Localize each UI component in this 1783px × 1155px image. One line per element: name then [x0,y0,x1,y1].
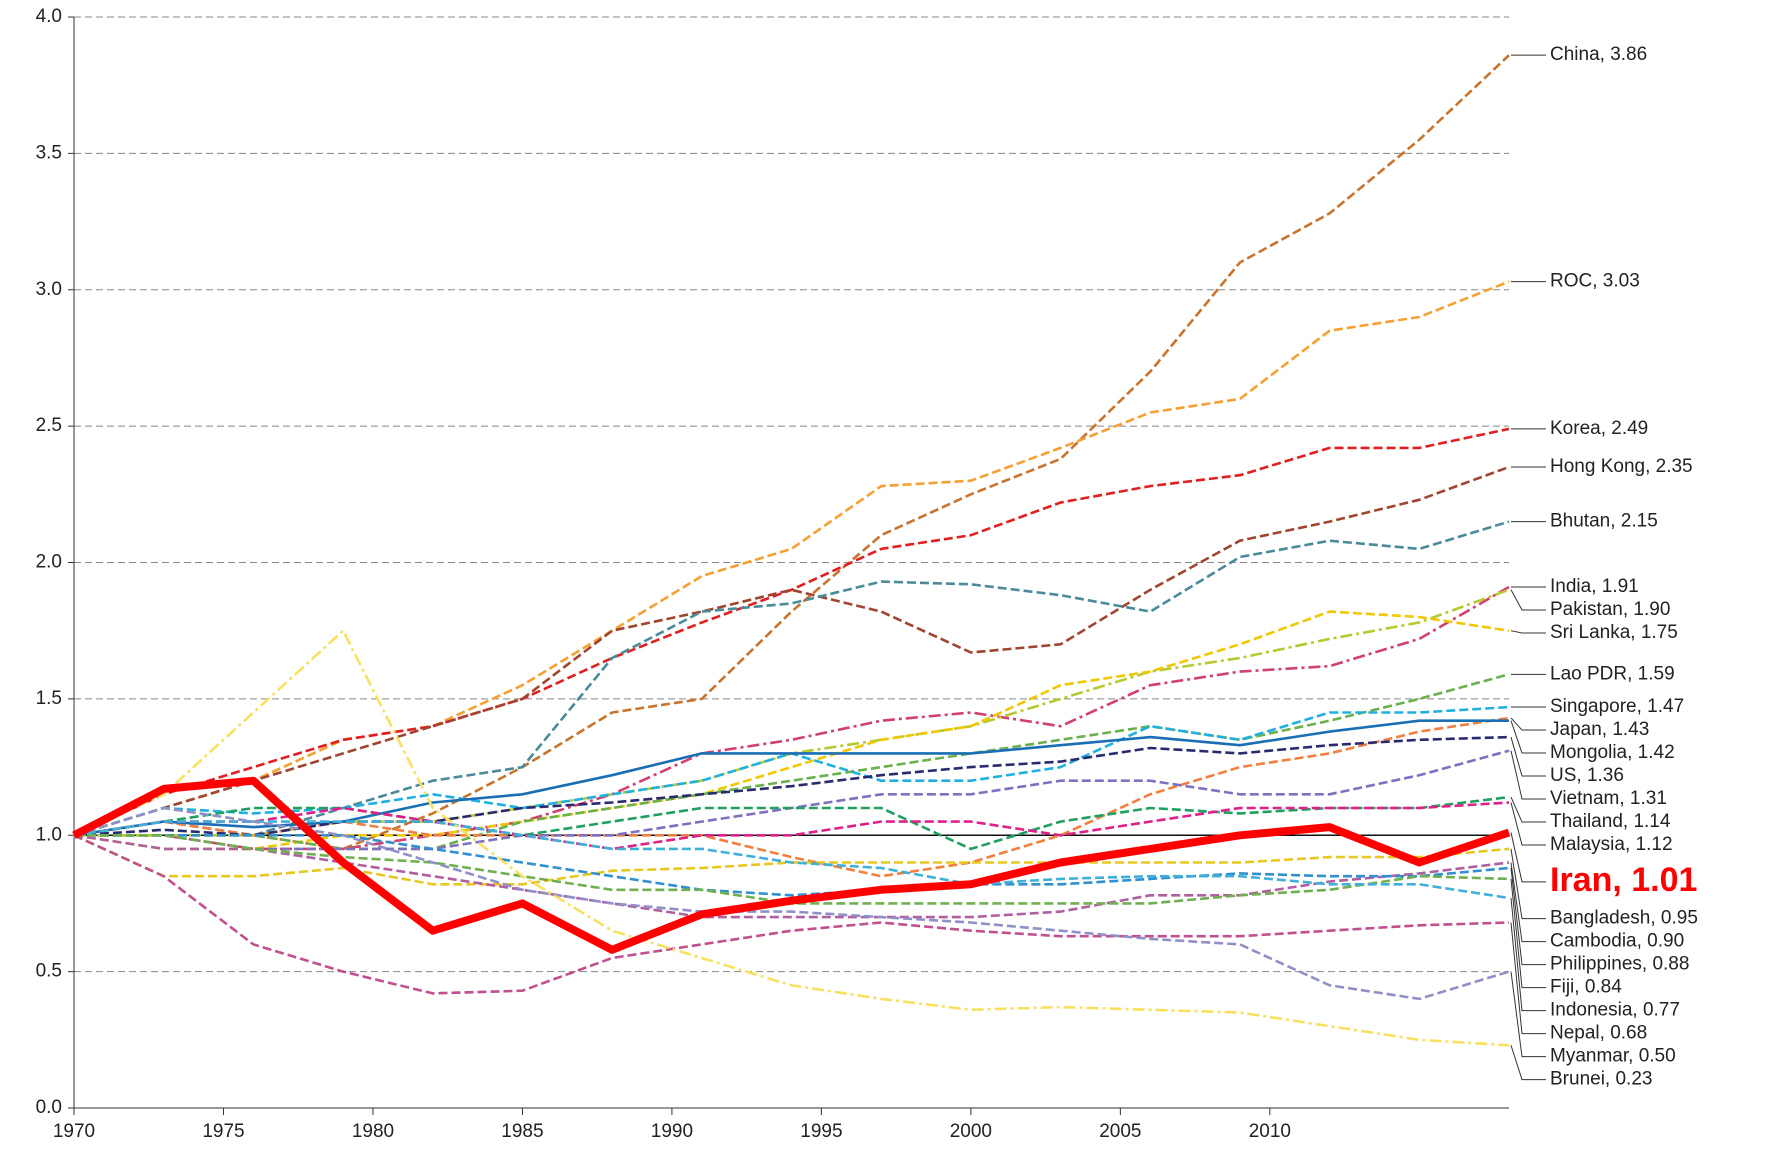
series-line [73,834,1510,995]
series-label: Mongolia, 1.42 [1550,742,1675,763]
series-label: Myanmar, 0.50 [1550,1046,1676,1067]
leader-line [1510,897,1546,1012]
series-label: Hong Kong, 2.35 [1550,456,1693,477]
series-line [73,801,1510,851]
series-label: Malaysia, 1.12 [1550,834,1673,855]
series-label: Philippines, 0.88 [1550,954,1689,975]
series-line [73,795,1510,851]
series-label: Iran, 1.01 [1550,861,1697,899]
series-label: India, 1.91 [1550,576,1639,597]
x-tick-label: 1990 [651,1121,693,1142]
series-line [74,588,1510,837]
leader-line [1510,867,1546,966]
series-label: Korea, 2.49 [1550,418,1648,439]
leader-line [1510,750,1546,800]
series-label: ROC, 3.03 [1550,271,1640,292]
series-label: Cambodia, 0.90 [1550,931,1684,952]
leader-line [1510,720,1546,754]
series-label: Nepal, 0.68 [1550,1023,1647,1044]
y-tick-label: 2.5 [36,415,62,436]
y-tick-label: 0.5 [36,961,62,982]
series-label: Bangladesh, 0.95 [1550,908,1698,929]
leader-line [1510,802,1546,846]
leader-line [1510,832,1546,883]
leader-line [1510,971,1546,1058]
series-label: Thailand, 1.14 [1550,811,1671,832]
series-line [73,427,1510,837]
series-line [73,280,1510,837]
series-line [73,719,1509,837]
y-tick-label: 0.0 [36,1097,62,1118]
series-label: Sri Lanka, 1.75 [1550,622,1678,643]
series-line [73,735,1510,837]
series-label: Fiji, 0.84 [1550,977,1622,998]
x-tick-label: 1995 [800,1121,842,1142]
series-label: Brunei, 0.23 [1550,1069,1652,1090]
series-line [73,834,1510,919]
leader-line [1510,736,1546,777]
series-line [74,673,1510,851]
x-tick-label: 1975 [202,1121,244,1142]
leader-line [1510,796,1546,823]
series-line [74,834,1510,905]
leader-line [1510,589,1546,611]
y-tick-label: 1.5 [36,688,62,709]
x-tick-label: 1980 [352,1121,394,1142]
x-tick-label: 2000 [950,1121,992,1142]
y-tick-label: 3.5 [36,142,62,163]
x-tick-label: 2005 [1099,1121,1141,1142]
series-label: Japan, 1.43 [1550,719,1649,740]
leader-line [1510,630,1546,634]
leader-line [1510,717,1546,731]
series-label: US, 1.36 [1550,765,1624,786]
y-tick-label: 2.0 [36,552,62,573]
x-tick-label: 1985 [501,1121,543,1142]
series-line [73,54,1510,851]
series-label: Vietnam, 1.31 [1550,788,1667,809]
y-tick-label: 1.0 [36,824,62,845]
y-tick-label: 4.0 [36,6,62,27]
series-label: Indonesia, 0.77 [1550,1000,1680,1021]
leader-line [1510,862,1546,943]
series-line [73,806,1510,1001]
leader-line [1510,878,1546,989]
series-line [73,465,1510,837]
series-line [73,520,1510,837]
series-line [73,629,1510,1047]
y-tick-label: 3.0 [36,279,62,300]
leader-line [1510,922,1546,1035]
leader-line [1510,1045,1546,1081]
series-label: China, 3.86 [1550,44,1647,65]
series-line [73,820,1510,900]
series-label: Singapore, 1.47 [1550,696,1684,717]
series-label: Pakistan, 1.90 [1550,599,1670,620]
leader-line [1510,848,1546,920]
series-label: Lao PDR, 1.59 [1550,663,1675,684]
x-tick-label: 1970 [53,1121,95,1142]
x-tick-label: 2010 [1249,1121,1291,1142]
series-label: Bhutan, 2.15 [1550,511,1658,532]
series-line [72,776,1511,954]
